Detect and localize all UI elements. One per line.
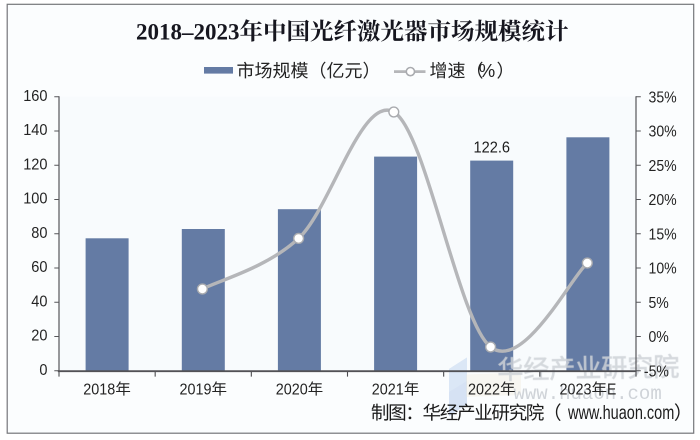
svg-text:2018–2023: 2018–2023: [136, 20, 240, 45]
svg-text:www.huaon.com: www.huaon.com: [514, 383, 662, 405]
svg-text:2019: 2019: [180, 381, 212, 398]
svg-text:20%: 20%: [649, 192, 677, 209]
svg-text:160: 160: [23, 88, 47, 105]
svg-text:www.huaon.com: www.huaon.com: [567, 402, 674, 424]
svg-text:0: 0: [39, 362, 47, 379]
svg-text:40: 40: [31, 293, 47, 310]
svg-text:20: 20: [31, 328, 47, 345]
svg-text:30%: 30%: [649, 124, 677, 141]
svg-text:2021: 2021: [372, 381, 404, 398]
svg-text:60: 60: [31, 259, 47, 276]
svg-text:122.6: 122.6: [474, 139, 511, 156]
svg-text:2020: 2020: [276, 381, 308, 398]
svg-text:80: 80: [31, 225, 47, 242]
svg-text:0%: 0%: [649, 329, 669, 346]
svg-text:2018: 2018: [83, 381, 115, 398]
svg-text:140: 140: [23, 122, 47, 139]
svg-text:%: %: [479, 60, 495, 81]
svg-text:E: E: [607, 381, 616, 398]
svg-text:2022: 2022: [468, 381, 500, 398]
svg-text:2023: 2023: [560, 381, 592, 398]
svg-text:-5%: -5%: [644, 363, 669, 380]
svg-text:10%: 10%: [649, 261, 677, 278]
svg-text:35%: 35%: [649, 89, 677, 106]
svg-text:120: 120: [23, 156, 47, 173]
svg-text:15%: 15%: [649, 226, 677, 243]
svg-text:5%: 5%: [649, 295, 669, 312]
svg-text:25%: 25%: [649, 158, 677, 175]
svg-text:100: 100: [23, 191, 47, 208]
